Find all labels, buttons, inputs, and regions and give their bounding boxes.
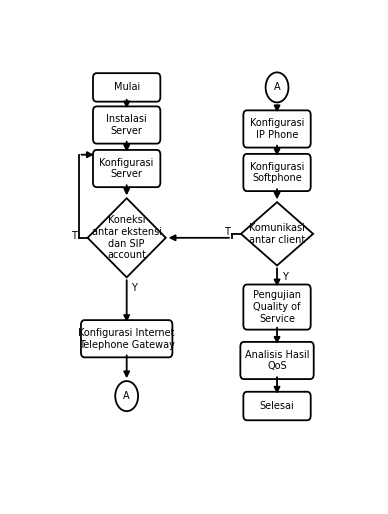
FancyBboxPatch shape [81,320,172,357]
Text: Konfigurasi
Server: Konfigurasi Server [99,158,154,179]
Text: Komunikasi
antar client: Komunikasi antar client [249,223,305,245]
Text: T: T [225,227,230,237]
Text: Analisis Hasil
QoS: Analisis Hasil QoS [245,350,309,371]
FancyBboxPatch shape [93,150,160,187]
FancyBboxPatch shape [93,106,160,143]
Text: Instalasi
Server: Instalasi Server [106,114,147,136]
FancyBboxPatch shape [243,285,311,329]
Text: Konfigurasi
IP Phone: Konfigurasi IP Phone [250,118,304,140]
FancyBboxPatch shape [243,111,311,148]
Text: A: A [274,82,281,93]
Circle shape [266,72,288,102]
Polygon shape [241,202,313,266]
Text: Y: Y [131,283,137,293]
FancyBboxPatch shape [93,73,160,102]
Text: A: A [123,391,130,401]
FancyBboxPatch shape [243,392,311,420]
Text: Pengujian
Quality of
Service: Pengujian Quality of Service [253,290,301,324]
Text: Konfigurasi Internet
Telephone Gateway: Konfigurasi Internet Telephone Gateway [78,328,175,350]
Text: T: T [71,231,77,241]
FancyBboxPatch shape [243,154,311,191]
Text: Koneksi
antar ekstensi
dan SIP
account: Koneksi antar ekstensi dan SIP account [92,215,162,260]
Polygon shape [88,198,166,278]
Text: Mulai: Mulai [114,82,140,93]
Circle shape [115,381,138,411]
Text: Konfigurasi
Softphone: Konfigurasi Softphone [250,162,304,183]
FancyBboxPatch shape [240,342,314,379]
Text: Y: Y [282,271,288,282]
Text: Selesai: Selesai [260,401,294,411]
